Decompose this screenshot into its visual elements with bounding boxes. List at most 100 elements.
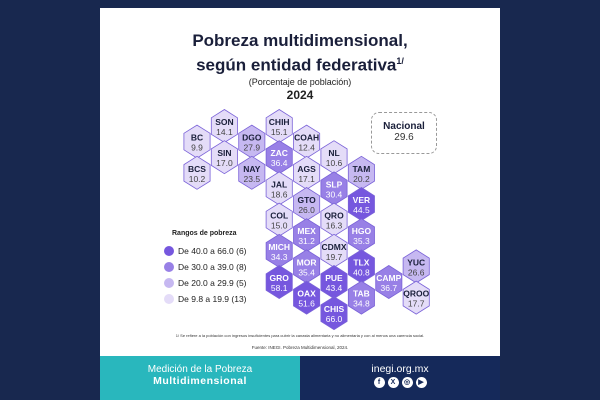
state-code: SIN [217, 148, 231, 158]
state-code: CDMX [321, 242, 346, 252]
title-line2: según entidad federativa [196, 55, 397, 75]
legend-swatch [164, 278, 174, 288]
state-value: 51.6 [298, 299, 315, 309]
state-code: DGO [242, 133, 262, 143]
state-code: COAH [294, 133, 319, 143]
hex-shape [347, 280, 375, 315]
instagram-icon[interactable]: ◎ [401, 377, 413, 388]
youtube-icon[interactable]: ▶ [415, 377, 427, 388]
state-value: 44.5 [353, 205, 370, 215]
state-code: MEX [297, 226, 316, 236]
legend-swatch [164, 262, 174, 272]
legend-label: De 9.8 a 19.9 (13) [178, 294, 247, 304]
banner-line2: Multidimensional [153, 375, 247, 387]
state-value: 36.7 [381, 283, 398, 293]
facebook-icon[interactable]: f [373, 377, 385, 388]
state-value: 35.4 [298, 267, 315, 277]
state-code: YUC [407, 257, 425, 267]
hex-shape [265, 265, 293, 299]
state-value: 15.1 [271, 127, 288, 137]
state-code: BCS [188, 164, 206, 174]
state-value: 10.6 [326, 158, 343, 168]
state-value: 34.3 [271, 252, 288, 262]
hex-shape [320, 296, 348, 331]
state-code: SON [215, 117, 233, 127]
hex-shape [210, 140, 238, 175]
state-code: TAB [353, 289, 370, 299]
state-value: 15.0 [271, 221, 288, 231]
title-line1: Pobreza multidimensional, [192, 31, 408, 50]
title-footnote-mark: 1/ [396, 56, 404, 66]
state-code: ZAC [270, 148, 287, 158]
footnote: 1/ Se refiere a la población con ingreso… [175, 333, 425, 338]
state-code: SLP [326, 179, 343, 189]
state-code: JAL [271, 179, 287, 189]
state-hex-bc: BC9.9 [183, 124, 211, 159]
banner-left: Medición de la Pobreza Multidimensional [100, 356, 300, 400]
state-code: VER [353, 195, 370, 205]
state-value: 20.2 [353, 174, 370, 184]
state-code: MOR [297, 257, 317, 267]
state-value: 16.3 [326, 221, 343, 231]
banner-line1: Medición de la Pobreza [147, 364, 253, 375]
state-value: 30.4 [326, 189, 343, 199]
state-value: 31.2 [298, 236, 315, 246]
x-icon[interactable]: X [387, 377, 399, 388]
state-code: QRO [324, 211, 344, 221]
state-code: OAX [297, 289, 316, 299]
state-code: COL [270, 211, 288, 221]
state-value: 14.1 [216, 127, 233, 137]
legend-label: De 30.0 a 39.0 (8) [178, 262, 247, 272]
state-code: NAY [243, 164, 260, 174]
legend-label: De 20.0 a 29.9 (5) [178, 278, 247, 288]
state-code: QROO [403, 289, 429, 299]
state-value: 34.8 [353, 299, 370, 309]
state-value: 66.0 [326, 314, 343, 324]
hex-shape [183, 155, 211, 190]
legend-item: De 40.0 a 66.0 (6) [164, 243, 247, 259]
state-code: MICH [268, 242, 290, 252]
title: Pobreza multidimensional, según entidad … [100, 30, 500, 76]
state-code: PUE [325, 273, 343, 283]
state-code: AGS [297, 164, 316, 174]
legend-item: De 20.0 a 29.9 (5) [164, 275, 247, 291]
state-code: BC [191, 133, 203, 143]
source: Fuente: INEGI. Pobreza Multidimensional,… [251, 345, 349, 350]
national-box: Nacional 29.6 [371, 112, 437, 154]
national-value: 29.6 [394, 132, 414, 143]
hex-shape [238, 155, 266, 190]
legend-swatch [164, 246, 174, 256]
website-link[interactable]: inegi.org.mx [371, 363, 429, 375]
infographic-card: Pobreza multidimensional, según entidad … [100, 8, 500, 356]
state-code: CAMP [376, 273, 401, 283]
legend-title: Rangos de pobreza [172, 230, 237, 237]
hex-shape [375, 265, 403, 299]
state-value: 43.4 [326, 283, 343, 293]
legend: Rangos de pobreza De 40.0 a 66.0 (6) De 3… [164, 230, 247, 307]
state-value: 26.6 [408, 267, 425, 277]
state-code: HGO [352, 226, 372, 236]
state-value: 18.6 [271, 189, 288, 199]
